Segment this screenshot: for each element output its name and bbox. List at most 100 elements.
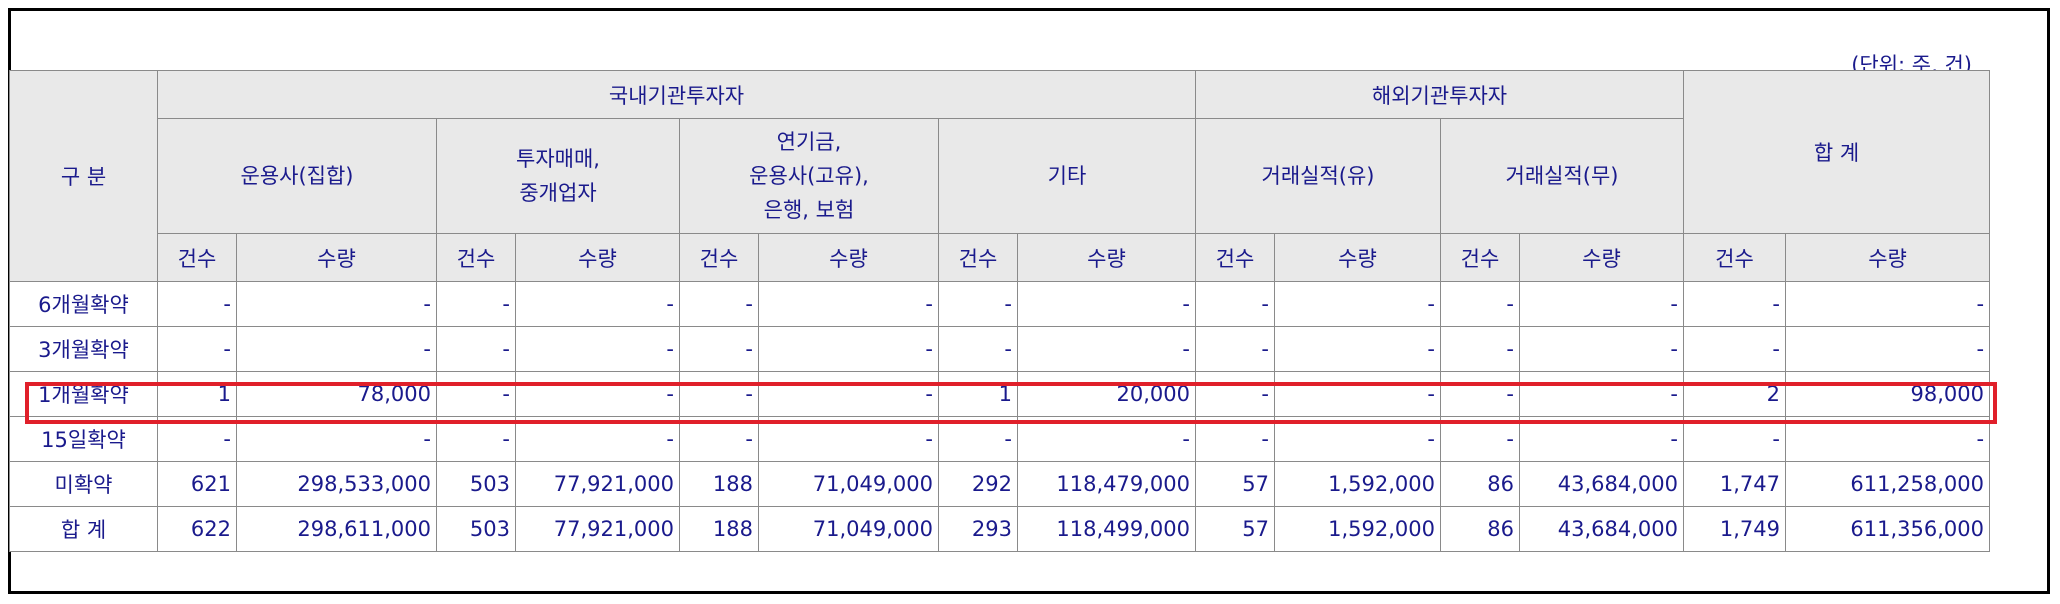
cell-count: 503 xyxy=(436,506,516,552)
cell-count: - xyxy=(679,416,759,462)
cell-quantity: 20,000 xyxy=(1017,371,1196,417)
cell-count: - xyxy=(436,416,516,462)
cell-quantity: 77,921,000 xyxy=(515,461,680,507)
cell-quantity: 1,592,000 xyxy=(1274,506,1441,552)
table-row: 15일확약 -- -- -- -- -- -- -- xyxy=(9,416,1991,462)
cell-quantity: 118,479,000 xyxy=(1017,461,1196,507)
table-row: 1개월확약 1 78,000 -- -- 1 20,000 -- -- 2 98,00… xyxy=(9,371,1991,417)
cell-count: 188 xyxy=(679,461,759,507)
cell-count: 1,747 xyxy=(1683,461,1786,507)
header-count: 건수 xyxy=(1683,233,1786,282)
table-row: 미확약 621 298,533,000 503 77,921,000 188 71,0… xyxy=(9,461,1991,507)
header-asset-mgmt-collective: 운용사(집합) xyxy=(157,118,437,234)
cell-quantity: - xyxy=(515,326,680,372)
cell-quantity: 71,049,000 xyxy=(758,506,939,552)
header-count: 건수 xyxy=(436,233,516,282)
header-track-record-no: 거래실적(무) xyxy=(1440,118,1684,234)
cell-quantity: - xyxy=(1274,371,1441,417)
cell-count: - xyxy=(436,326,516,372)
cell-quantity: - xyxy=(1274,416,1441,462)
cell-quantity: - xyxy=(1784,281,1991,327)
header-quantity: 수량 xyxy=(1519,233,1684,282)
cell-quantity: - xyxy=(1784,326,1991,372)
cell-quantity: 1,592,000 xyxy=(1274,461,1441,507)
cell-count: - xyxy=(1440,416,1520,462)
cell-count: - xyxy=(157,281,237,327)
cell-quantity: - xyxy=(1274,281,1441,327)
cell-quantity: 78,000 xyxy=(236,371,437,417)
cell-count: 57 xyxy=(1195,461,1275,507)
header-trading-broker: 투자매매, 중개업자 xyxy=(436,118,680,234)
header-domestic-investors: 국내기관투자자 xyxy=(157,70,1196,119)
header-count: 건수 xyxy=(938,233,1018,282)
header-overseas-investors: 해외기관투자자 xyxy=(1195,70,1684,119)
cell-count: - xyxy=(1683,416,1786,462)
cell-quantity: - xyxy=(1784,416,1991,462)
cell-count: - xyxy=(1195,326,1275,372)
header-quantity: 수량 xyxy=(1017,233,1196,282)
cell-count: - xyxy=(1440,371,1520,417)
cell-count: - xyxy=(436,281,516,327)
cell-quantity: - xyxy=(758,416,939,462)
row-label: 15일확약 xyxy=(9,416,158,462)
cell-count: 293 xyxy=(938,506,1018,552)
lockup-commitment-table: 구 분 국내기관투자자 해외기관투자자 합 계 운용사(집합) 투자매매, 중개업… xyxy=(9,70,1991,552)
cell-count: - xyxy=(938,326,1018,372)
cell-quantity: - xyxy=(1519,326,1684,372)
cell-count: 57 xyxy=(1195,506,1275,552)
cell-quantity: - xyxy=(236,416,437,462)
cell-quantity: - xyxy=(758,281,939,327)
row-label: 3개월확약 xyxy=(9,326,158,372)
cell-count: - xyxy=(679,326,759,372)
cell-quantity: - xyxy=(1017,326,1196,372)
cell-count: 1,749 xyxy=(1683,506,1786,552)
header-count: 건수 xyxy=(1440,233,1520,282)
cell-count: - xyxy=(1195,416,1275,462)
cell-count: 622 xyxy=(157,506,237,552)
cell-quantity: - xyxy=(1017,281,1196,327)
table-row: 3개월확약 -- -- -- -- -- -- -- xyxy=(9,326,1991,372)
cell-count: 188 xyxy=(679,506,759,552)
cell-quantity: - xyxy=(1274,326,1441,372)
cell-count: - xyxy=(679,371,759,417)
cell-quantity: - xyxy=(515,416,680,462)
cell-count: - xyxy=(938,281,1018,327)
cell-quantity: 298,533,000 xyxy=(236,461,437,507)
header-category: 구 분 xyxy=(9,70,158,282)
cell-quantity: 298,611,000 xyxy=(236,506,437,552)
cell-quantity: - xyxy=(515,281,680,327)
cell-quantity: - xyxy=(758,326,939,372)
header-pension-bank-insurance: 연기금, 운용사(고유), 은행, 보험 xyxy=(679,118,939,234)
header-quantity: 수량 xyxy=(1274,233,1441,282)
cell-quantity: - xyxy=(515,371,680,417)
cell-count: - xyxy=(157,326,237,372)
cell-count: - xyxy=(157,416,237,462)
header-quantity: 수량 xyxy=(758,233,939,282)
cell-count: - xyxy=(1683,326,1786,372)
header-track-record-yes: 거래실적(유) xyxy=(1195,118,1441,234)
cell-count: 292 xyxy=(938,461,1018,507)
cell-quantity: - xyxy=(758,371,939,417)
cell-count: 86 xyxy=(1440,506,1520,552)
cell-quantity: - xyxy=(236,281,437,327)
cell-quantity: - xyxy=(1519,371,1684,417)
cell-count: - xyxy=(1683,281,1786,327)
cell-quantity: 611,258,000 xyxy=(1784,461,1991,507)
cell-quantity: 43,684,000 xyxy=(1519,506,1684,552)
cell-quantity: - xyxy=(236,326,437,372)
header-quantity: 수량 xyxy=(236,233,437,282)
row-label: 미확약 xyxy=(9,461,158,507)
row-label: 6개월확약 xyxy=(9,281,158,327)
cell-count: - xyxy=(1195,281,1275,327)
cell-count: - xyxy=(938,416,1018,462)
header-total: 합 계 xyxy=(1682,70,1991,234)
cell-count: 503 xyxy=(436,461,516,507)
header-other: 기타 xyxy=(938,118,1196,234)
cell-count: 1 xyxy=(938,371,1018,417)
cell-count: 621 xyxy=(157,461,237,507)
header-count: 건수 xyxy=(157,233,237,282)
cell-quantity: 98,000 xyxy=(1784,371,1991,417)
cell-quantity: - xyxy=(1519,416,1684,462)
cell-quantity: 71,049,000 xyxy=(758,461,939,507)
cell-count: 1 xyxy=(157,371,237,417)
